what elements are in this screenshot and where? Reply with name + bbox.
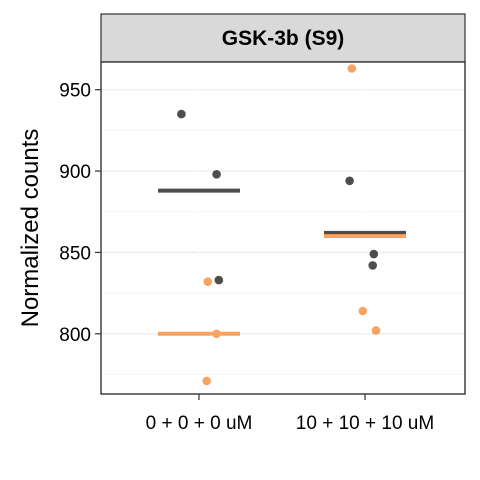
y-axis-title: Normalized counts bbox=[17, 129, 44, 328]
data-point bbox=[358, 306, 368, 316]
data-point bbox=[369, 249, 379, 259]
y-tick-label: 800 bbox=[59, 325, 91, 346]
mean-bars bbox=[158, 188, 406, 336]
x-tick-label: 0 + 0 + 0 uM bbox=[146, 413, 253, 434]
data-point bbox=[368, 261, 378, 270]
y-axis: 800 850 900 950 bbox=[59, 81, 101, 346]
plot-panel bbox=[101, 62, 465, 394]
y-tick-label: 950 bbox=[59, 81, 91, 102]
data-point bbox=[212, 169, 221, 179]
data-points bbox=[177, 64, 381, 386]
panel-frame bbox=[100, 61, 466, 395]
y-tick-label: 850 bbox=[59, 243, 91, 264]
data-point bbox=[212, 329, 221, 339]
facet-strip-background bbox=[100, 13, 466, 63]
data-point bbox=[214, 275, 224, 285]
facet-title: GSK-3b (S9) bbox=[222, 27, 345, 50]
x-axis: 0 + 0 + 0 uM 10 + 10 + 10 uM bbox=[146, 394, 434, 434]
panel-background bbox=[101, 62, 465, 394]
panel-border bbox=[100, 61, 466, 395]
data-point bbox=[347, 64, 357, 73]
data-point bbox=[202, 376, 211, 386]
data-point bbox=[345, 176, 354, 186]
data-point bbox=[371, 326, 381, 335]
facet-strip bbox=[100, 13, 466, 63]
data-point bbox=[203, 277, 213, 287]
y-tick-label: 900 bbox=[59, 162, 91, 183]
gridlines bbox=[101, 62, 465, 394]
data-point bbox=[177, 109, 186, 119]
x-tick-label: 10 + 10 + 10 uM bbox=[296, 413, 434, 434]
